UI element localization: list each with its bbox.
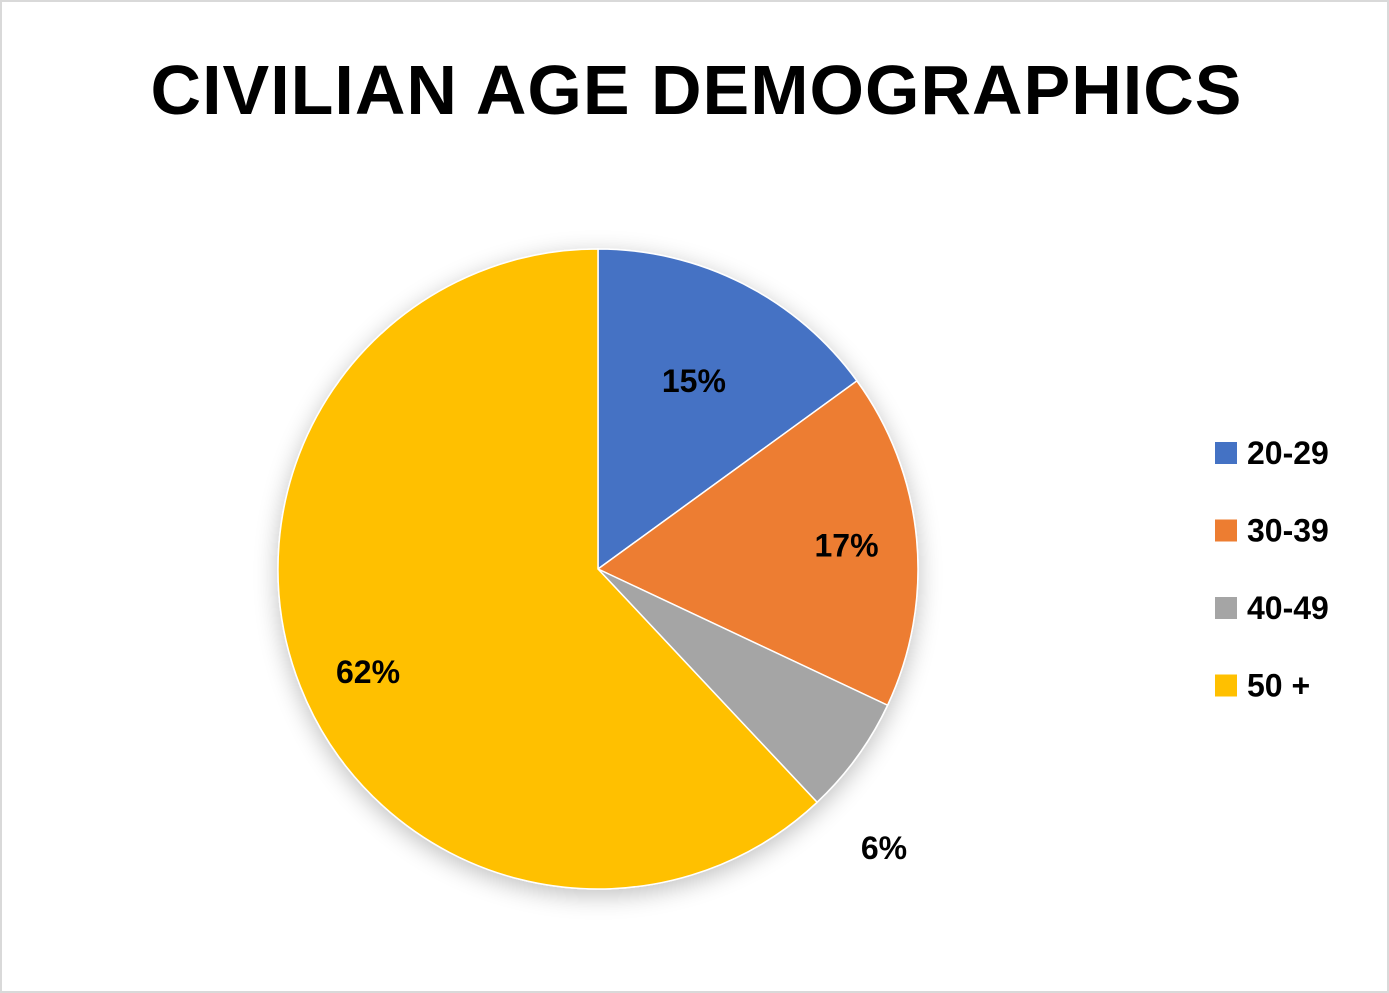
pie-slice-50 — [277, 248, 819, 890]
pie-slice-4049 — [597, 568, 889, 804]
pie-slice-3039 — [596, 379, 919, 707]
legend-swatch — [1215, 442, 1237, 464]
chart-title: CIVILIAN AGE DEMOGRAPHICS — [150, 51, 1243, 129]
pie-slice-2029 — [597, 248, 858, 571]
legend-swatch — [1215, 519, 1237, 542]
data-label: 15% — [662, 363, 726, 399]
data-label: 62% — [336, 654, 400, 690]
legend-label: 40-49 — [1247, 590, 1329, 626]
legend-swatch — [1215, 597, 1237, 619]
legend-swatch — [1215, 674, 1237, 697]
data-label: 17% — [814, 528, 878, 564]
data-label: 6% — [861, 830, 907, 866]
legend-label: 20-29 — [1247, 435, 1329, 471]
legend-label: 30-39 — [1247, 513, 1329, 549]
legend-label: 50 + — [1247, 668, 1310, 704]
